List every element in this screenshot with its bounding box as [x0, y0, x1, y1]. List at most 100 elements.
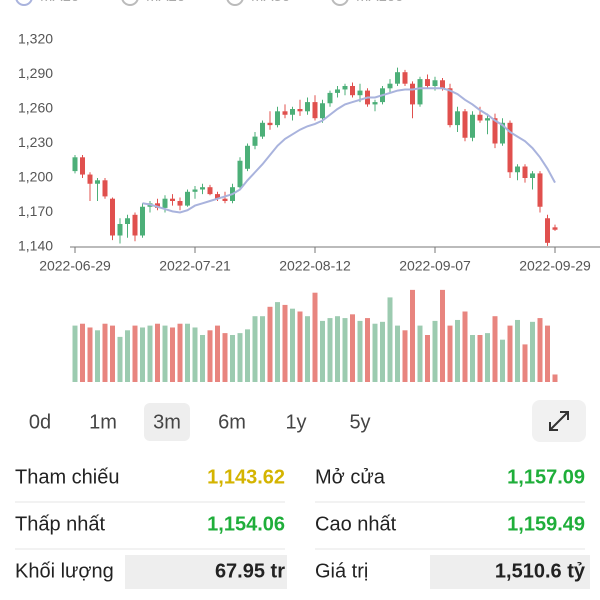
volume-bar [125, 330, 130, 382]
candle-body [455, 111, 460, 126]
volume-bar [387, 297, 393, 382]
candle-body [402, 72, 408, 84]
volume-bar [447, 325, 453, 382]
candle-body [537, 173, 543, 207]
volume-bar [327, 318, 333, 382]
candle-body [425, 79, 430, 86]
y-tick-label: 1,260 [18, 100, 53, 116]
candle-body [200, 187, 205, 190]
volume-bar [477, 335, 483, 382]
candle-body [132, 214, 138, 236]
stat-value: 1,510.6 tỷ [495, 560, 586, 582]
candle-body [432, 80, 438, 86]
candle-body [342, 86, 348, 90]
y-tick-label: 1,320 [18, 31, 53, 47]
volume-bar [440, 289, 445, 382]
candle-body [545, 218, 550, 243]
candle-body [335, 89, 340, 93]
volume-bar [312, 292, 318, 382]
volume-bar [147, 325, 153, 382]
candle-body [357, 90, 363, 96]
volume-bar [117, 336, 123, 382]
volume-bar [237, 333, 243, 382]
candle-body [440, 80, 445, 89]
volume-bar [275, 302, 280, 382]
stat-value: 1,154.06 [207, 513, 285, 535]
volume-bar [185, 323, 190, 382]
candle-body [170, 198, 175, 201]
expand-icon [549, 411, 569, 431]
volume-bar [267, 306, 273, 382]
volume-bar [230, 335, 235, 382]
volume-bar [402, 330, 408, 382]
range-tab[interactable]: 5y [349, 411, 370, 433]
volume-bar [552, 374, 558, 382]
x-tick-label: 2022-06-29 [39, 258, 111, 274]
candle-body [237, 160, 243, 188]
legend-marker [15, 0, 33, 6]
volume-bar [432, 320, 438, 382]
volume-bar [342, 318, 348, 382]
volume-bar [170, 327, 175, 382]
candle-body [222, 198, 228, 201]
volume-bar [522, 344, 528, 382]
candle-body [245, 145, 250, 169]
volume-bar [462, 311, 468, 382]
volume-bar [470, 335, 475, 382]
candle-body [485, 118, 490, 121]
volume-bar [507, 325, 513, 382]
candle-body [282, 111, 288, 115]
range-tab[interactable]: 6m [218, 411, 246, 433]
volume-bar [425, 335, 430, 382]
volume-bar [485, 333, 490, 382]
candle-body [155, 203, 160, 208]
volume-bar [192, 327, 198, 382]
tab-selected-bg [144, 403, 190, 441]
candle-body [305, 102, 310, 112]
volume-bar [530, 321, 535, 382]
volume-bar [80, 323, 85, 382]
candle-body [117, 224, 123, 236]
volume-bar [95, 330, 100, 382]
volume-bar [515, 319, 520, 382]
volume-bar [455, 319, 460, 382]
volume-bar [350, 314, 355, 382]
candle-body [372, 102, 378, 105]
x-tick-label: 2022-09-29 [519, 258, 591, 274]
candle-body [215, 194, 220, 199]
stat-label: Cao nhất [315, 513, 397, 535]
candle-body [252, 136, 258, 146]
candle-body [327, 92, 333, 104]
volume-bar [410, 289, 415, 382]
range-tab[interactable]: 1m [89, 411, 117, 433]
volume-bar [87, 327, 93, 382]
y-tick-label: 1,230 [18, 134, 53, 150]
volume-bar [320, 320, 325, 382]
legend-label: MA50 [251, 0, 290, 5]
candle-body [515, 166, 520, 173]
candle-body [350, 86, 355, 96]
candle-body [320, 103, 325, 119]
y-tick-label: 1,140 [18, 238, 53, 254]
volume-bar [305, 316, 310, 382]
volume-bar [492, 316, 498, 382]
candle-body [162, 198, 168, 208]
stat-label: Thấp nhất [15, 513, 106, 535]
candle-body [417, 79, 423, 105]
volume-bar [200, 335, 205, 382]
range-tab[interactable]: 1y [285, 411, 306, 433]
candle-body [522, 166, 528, 178]
candle-body [470, 114, 475, 138]
candle-body [297, 109, 303, 112]
ma-line [142, 87, 556, 214]
range-tab[interactable]: 3m [153, 411, 181, 433]
range-tab[interactable]: 0d [29, 411, 51, 433]
x-tick-label: 2022-08-12 [279, 258, 351, 274]
volume-bar [380, 321, 385, 382]
candle-body [477, 114, 483, 121]
x-tick-label: 2022-09-07 [399, 258, 471, 274]
volume-bar [162, 325, 168, 382]
volume-bar [297, 311, 303, 382]
